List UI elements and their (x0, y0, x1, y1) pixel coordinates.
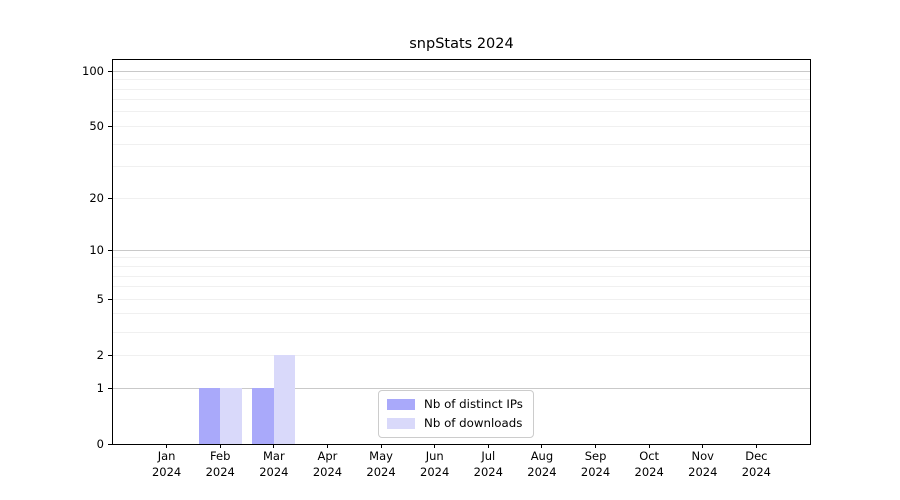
x-tick-label-sep: Sep 2024 (580, 449, 611, 479)
x-tick-label-jun: Jun 2024 (420, 449, 450, 479)
y-tick-mark-1 (108, 387, 112, 389)
minor-gridline-3 (113, 331, 810, 333)
x-tick-mark-sep (595, 444, 597, 448)
x-tick-mark-apr (326, 444, 328, 448)
x-tick-label-jan: Jan 2024 (151, 449, 182, 479)
major-gridline-1 (113, 387, 810, 389)
legend: Nb of distinct IPs Nb of downloads (378, 390, 534, 438)
y-tick-label-1: 1 (96, 381, 104, 395)
legend-item-distinct-ips: Nb of distinct IPs (387, 397, 523, 412)
plot-area: Nb of distinct IPs Nb of downloads (112, 59, 811, 445)
y-tick-label-5: 5 (96, 292, 104, 307)
legend-label-downloads: Nb of downloads (424, 416, 523, 430)
legend-swatch-distinct-ips (387, 399, 415, 410)
y-tick-mark-2 (108, 354, 112, 356)
x-tick-label-aug: Aug 2024 (527, 449, 557, 479)
chart-title: snpStats 2024 (409, 36, 514, 52)
y-tick-mark-20 (108, 197, 112, 199)
minor-gridline-40 (113, 143, 810, 145)
x-tick-mark-oct (648, 444, 650, 448)
major-gridline-100 (113, 70, 810, 72)
x-tick-label-nov: Nov 2024 (688, 449, 718, 479)
bar-feb-nb-of-distinct-ips (198, 388, 221, 444)
minor-gridline-50 (113, 125, 810, 127)
legend-label-distinct-ips: Nb of distinct IPs (424, 397, 523, 411)
x-tick-mark-jul (487, 444, 489, 448)
minor-gridline-5 (113, 298, 810, 300)
minor-gridline-80 (113, 88, 810, 90)
x-tick-mark-feb (219, 444, 221, 448)
y-tick-mark-100 (108, 70, 112, 72)
x-tick-mark-may (380, 444, 382, 448)
y-tick-label-10: 10 (89, 243, 104, 258)
y-tick-mark-50 (108, 125, 112, 127)
minor-gridline-90 (113, 79, 810, 81)
x-tick-label-mar: Mar 2024 (259, 449, 289, 479)
minor-gridline-7 (113, 275, 810, 277)
minor-gridline-9 (113, 257, 810, 259)
x-tick-mark-aug (541, 444, 543, 448)
minor-gridline-70 (113, 99, 810, 101)
minor-gridline-2 (113, 354, 810, 356)
bar-mar-nb-of-distinct-ips (252, 388, 274, 444)
legend-swatch-downloads (387, 418, 415, 429)
y-tick-label-0: 0 (96, 437, 104, 451)
y-tick-label-2: 2 (96, 348, 104, 363)
y-tick-label-50: 50 (89, 119, 104, 134)
y-tick-label-100: 100 (82, 64, 104, 79)
legend-item-downloads: Nb of downloads (387, 416, 523, 431)
y-tick-mark-5 (108, 298, 112, 300)
y-tick-label-20: 20 (89, 191, 104, 206)
minor-gridline-6 (113, 286, 810, 288)
minor-gridline-60 (113, 111, 810, 113)
x-tick-mark-nov (702, 444, 704, 448)
minor-gridline-4 (113, 313, 810, 315)
x-tick-mark-jun (434, 444, 436, 448)
minor-gridline-30 (113, 166, 810, 168)
x-tick-label-may: May 2024 (366, 449, 396, 479)
x-tick-label-oct: Oct 2024 (634, 449, 664, 479)
x-tick-mark-jan (166, 444, 168, 448)
minor-gridline-8 (113, 266, 810, 267)
y-tick-mark-10 (108, 249, 112, 251)
bar-feb-nb-of-downloads (220, 388, 242, 444)
plot-inner: Nb of distinct IPs Nb of downloads (113, 60, 810, 444)
x-tick-label-dec: Dec 2024 (741, 449, 772, 479)
y-tick-mark-0 (108, 443, 112, 445)
bar-mar-nb-of-downloads (273, 355, 296, 444)
x-tick-mark-mar (273, 444, 275, 448)
x-tick-label-jul: Jul 2024 (473, 449, 503, 479)
x-tick-label-feb: Feb 2024 (205, 449, 235, 479)
minor-gridline-20 (113, 197, 810, 199)
x-tick-label-apr: Apr 2024 (312, 449, 343, 479)
x-tick-mark-dec (755, 444, 757, 448)
major-gridline-10 (113, 249, 810, 251)
